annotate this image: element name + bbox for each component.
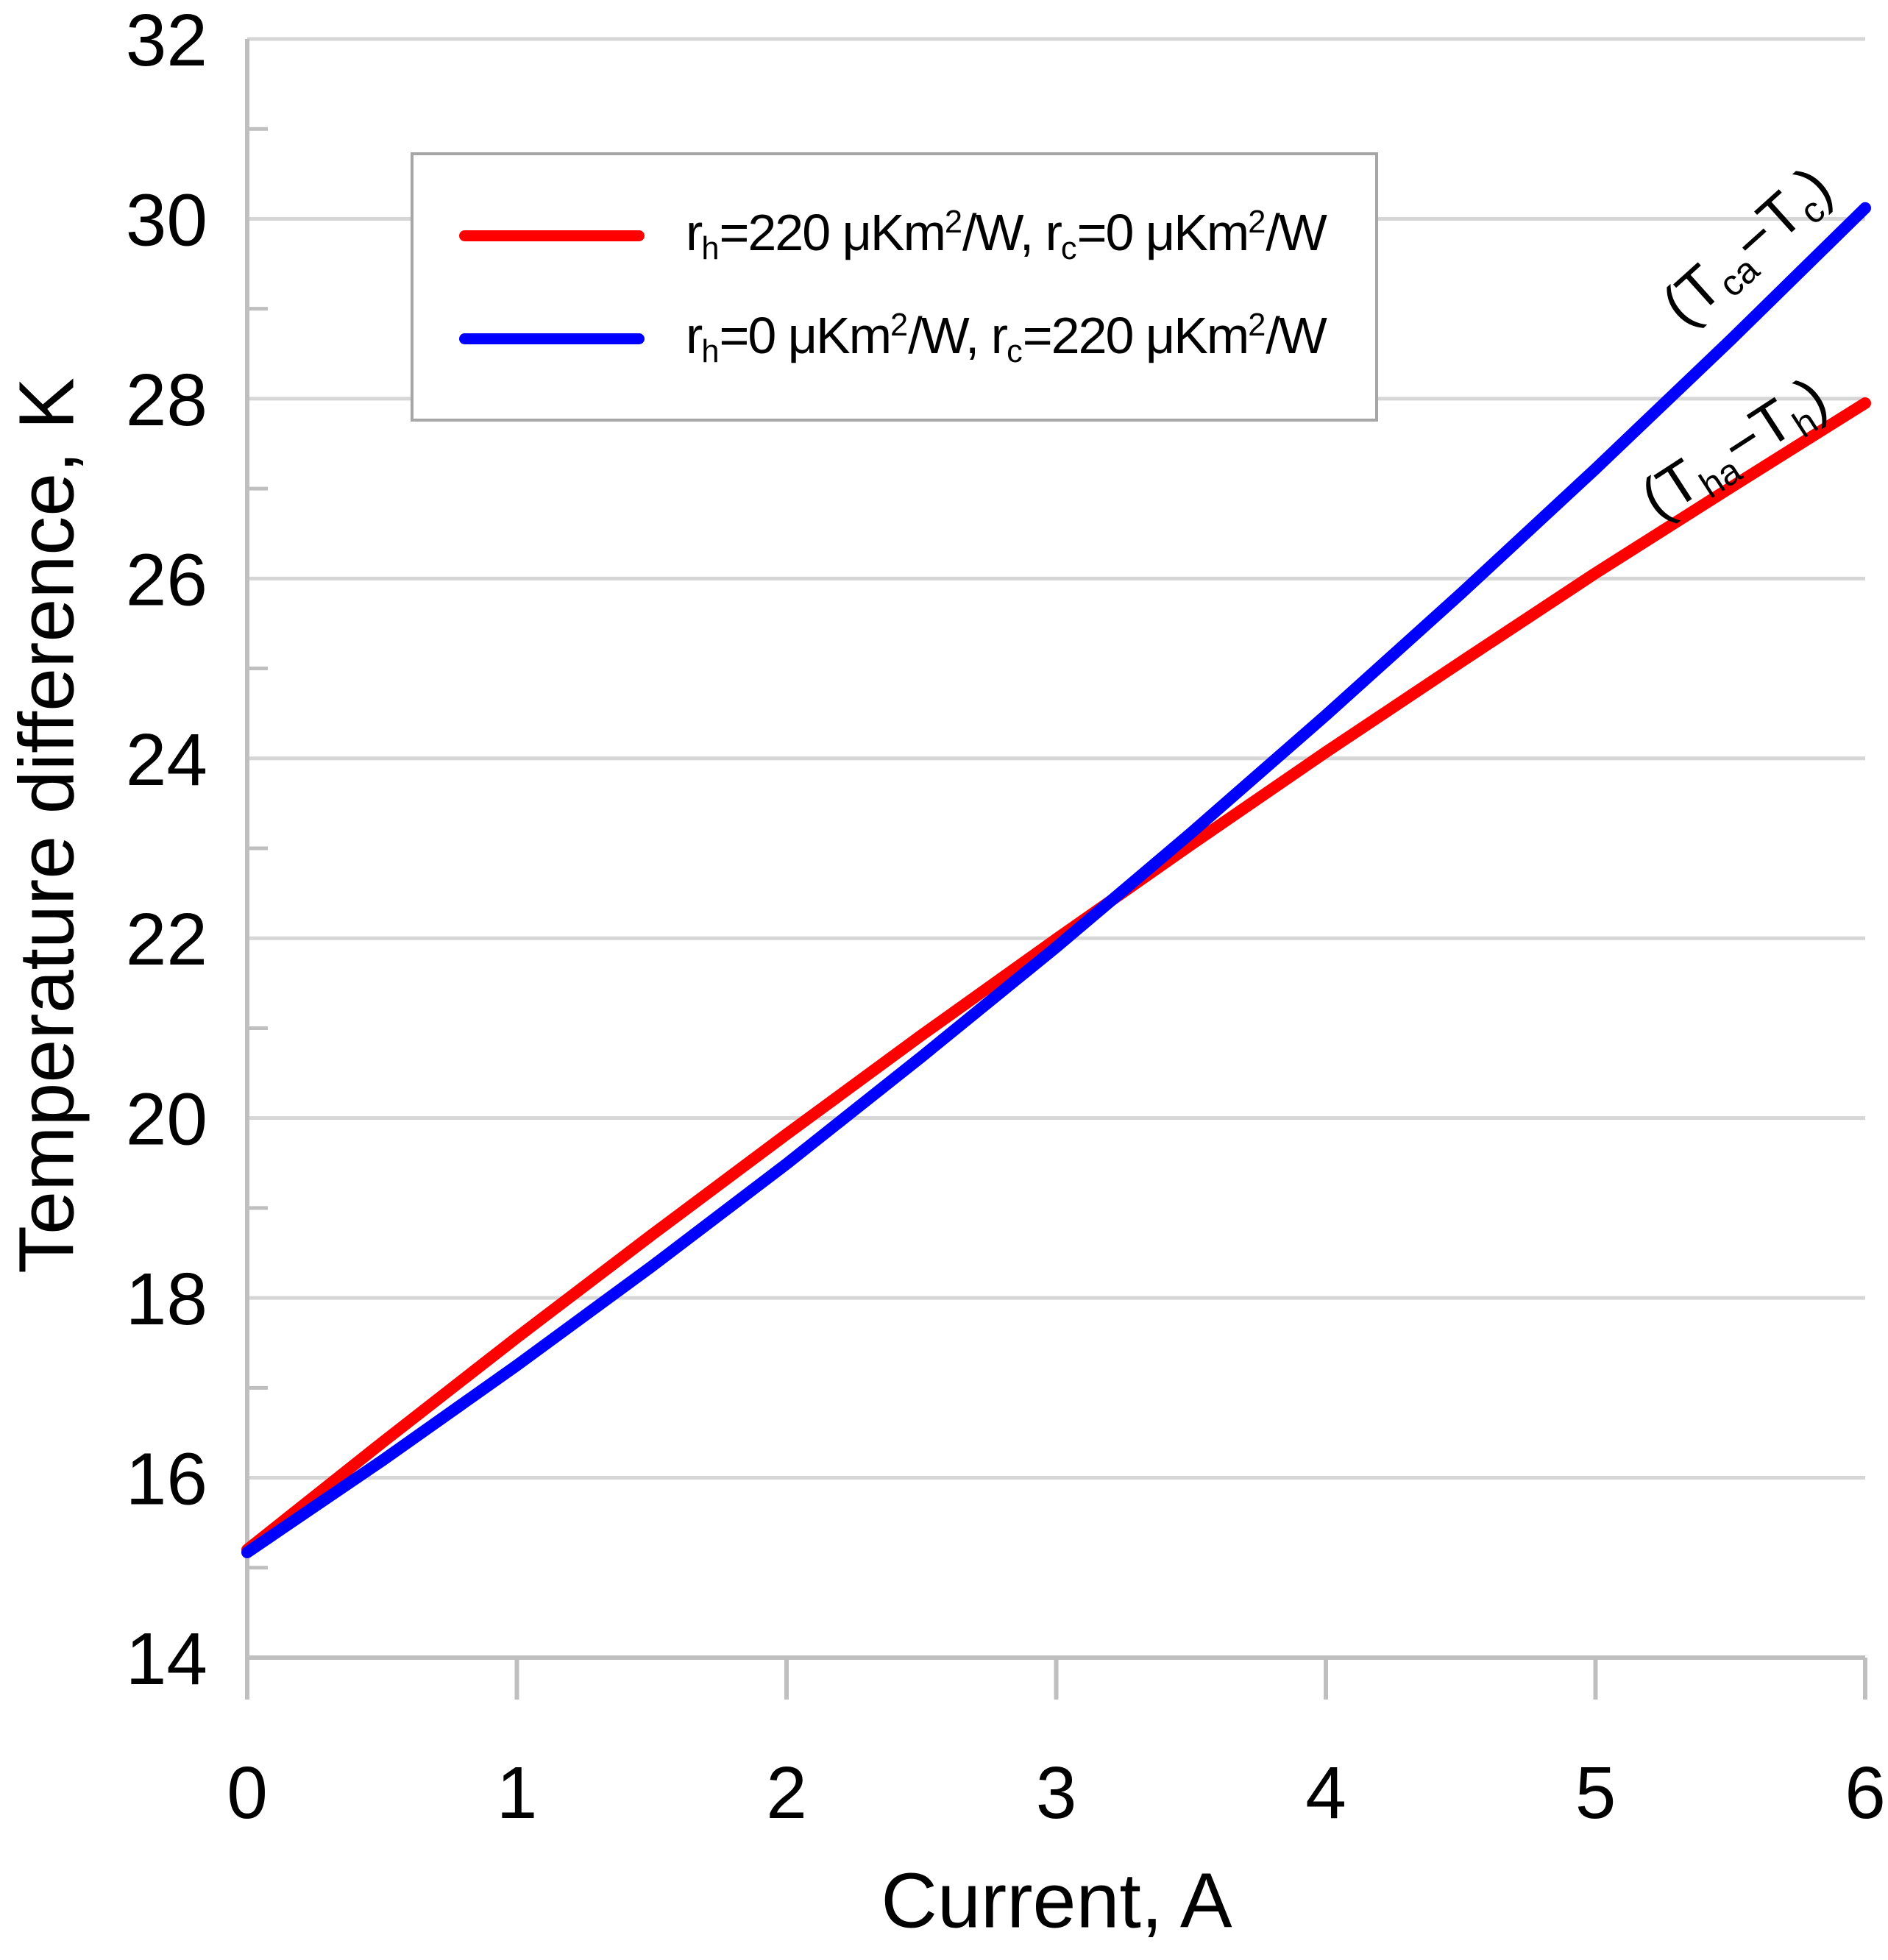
x-tick-label: 2	[766, 1752, 807, 1834]
label-text-part: /W, r	[908, 307, 1008, 365]
label-text-part: 2	[890, 308, 909, 344]
x-tick-label: 6	[1845, 1752, 1886, 1834]
y-tick-label: 30	[126, 179, 207, 261]
legend-label: rh=220 μKm2/W, rc=0 μKm2/W	[686, 203, 1327, 267]
label-text-part: c	[1060, 231, 1077, 267]
legend-item-rh0-rc220: rh=0 μKm2/W, rc=220 μKm2/W	[414, 306, 1375, 370]
legend: rh=220 μKm2/W, rc=0 μKm2/W rh=0 μKm2/W, r…	[411, 152, 1378, 422]
y-axis-title: Temperature difference, K	[3, 377, 91, 1274]
legend-line-swatch	[459, 333, 645, 344]
y-tick-label: 26	[126, 539, 207, 621]
label-text-part: 2	[1248, 205, 1266, 241]
label-text-part: /W, r	[962, 204, 1062, 262]
y-tick-label: 22	[126, 898, 207, 981]
legend-label: rh=0 μKm2/W, rc=220 μKm2/W	[686, 306, 1327, 370]
y-tick-label: 20	[126, 1079, 207, 1161]
x-tick-label: 5	[1575, 1752, 1616, 1834]
label-text-part: h	[701, 231, 720, 267]
label-text-part: c	[1007, 334, 1023, 370]
x-tick-label: 1	[497, 1752, 538, 1834]
y-tick-label: 18	[126, 1258, 207, 1341]
legend-line-swatch	[459, 230, 645, 241]
label-text-part: h	[701, 334, 720, 370]
label-text-part: r	[686, 204, 703, 262]
label-text-part: 2	[1248, 308, 1266, 344]
y-tick-label: 14	[126, 1618, 207, 1700]
y-tick-label: 24	[126, 719, 207, 801]
label-text-part: =0 μKm	[1076, 204, 1250, 262]
label-text-part: r	[686, 307, 703, 365]
series-line-rh0-rc220	[241, 202, 1871, 1558]
series-line-rh220-rc0	[241, 397, 1871, 1556]
label-text-part: 2	[944, 205, 963, 241]
label-text-part: =0 μKm	[719, 307, 892, 365]
label-text-part: /W	[1266, 307, 1327, 365]
label-text-part: /W	[1266, 204, 1327, 262]
y-tick-label: 28	[126, 359, 207, 441]
x-tick-label: 0	[227, 1752, 268, 1834]
y-tick-label: 32	[126, 0, 207, 82]
y-tick-label: 16	[126, 1438, 207, 1521]
label-text-part: =220 μKm	[1022, 307, 1249, 365]
x-axis-title: Current, A	[881, 1857, 1232, 1945]
label-text-part: =220 μKm	[719, 204, 945, 262]
x-tick-label: 4	[1305, 1752, 1346, 1834]
x-tick-label: 3	[1036, 1752, 1077, 1834]
legend-item-rh220-rc0: rh=220 μKm2/W, rc=0 μKm2/W	[414, 203, 1375, 267]
